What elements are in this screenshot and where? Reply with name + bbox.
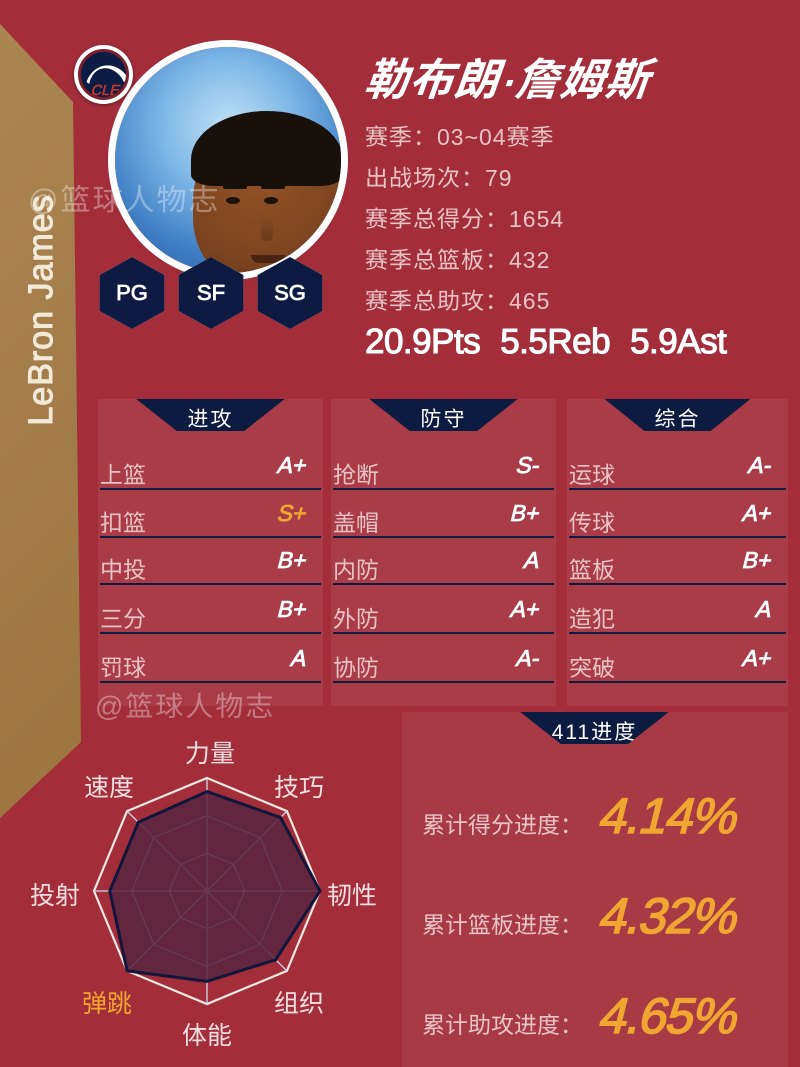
svg-text:CLE: CLE	[91, 83, 122, 99]
